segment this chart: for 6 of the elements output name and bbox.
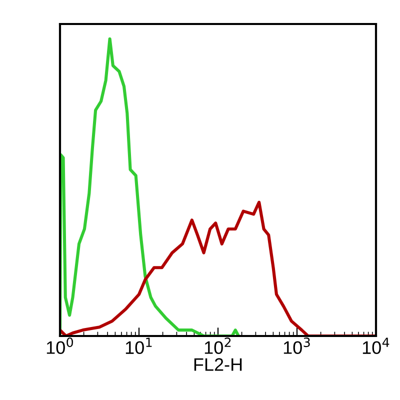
x-tick-label: 10$^{4}$ (362, 338, 390, 354)
x-tick-label: 10$^{3}$ (284, 338, 310, 354)
x-tick-label: 10$^{0}$ (46, 338, 74, 354)
x-tick-label: 10$^{2}$ (204, 338, 231, 354)
x-axis-title: FL2-H (194, 358, 242, 371)
x-tick-label: 10$^{1}$ (126, 338, 152, 354)
